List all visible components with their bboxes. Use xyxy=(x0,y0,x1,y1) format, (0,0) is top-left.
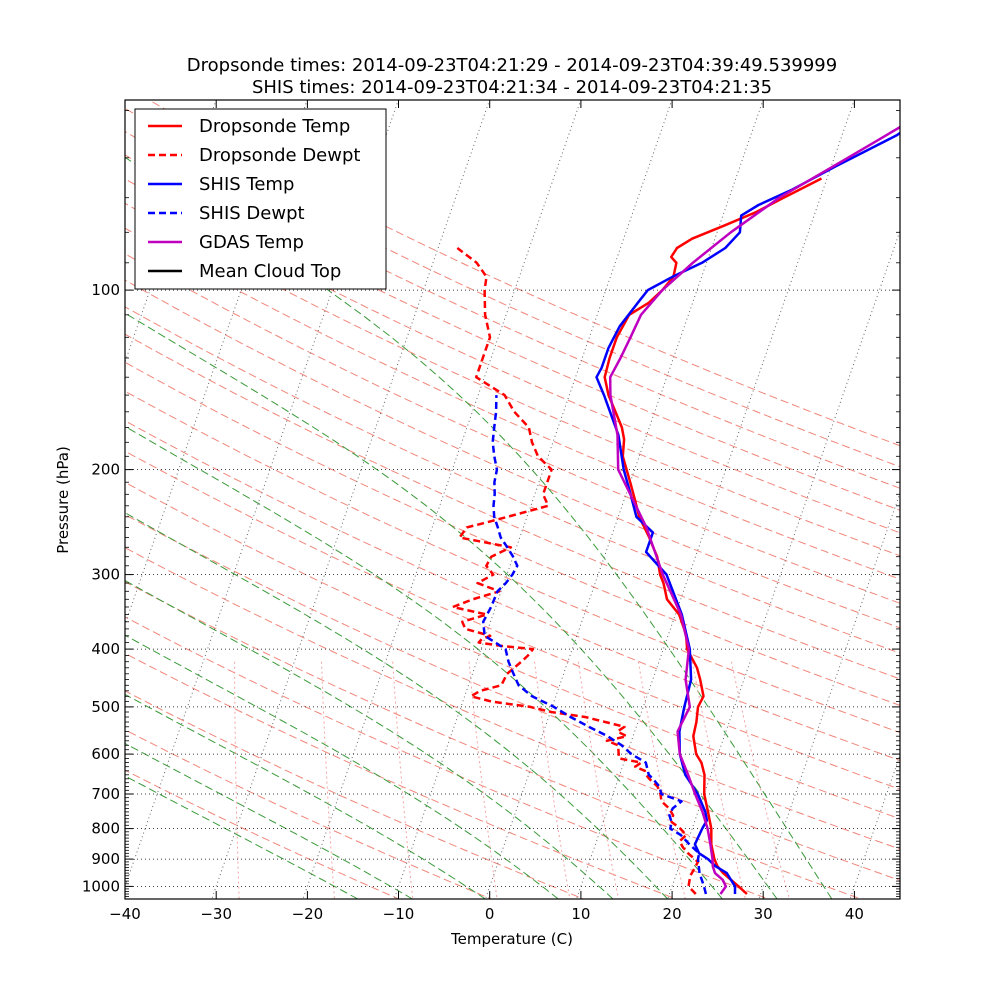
legend-label: SHIS Temp xyxy=(199,174,294,195)
x-tick-label: 0 xyxy=(485,905,495,923)
series-line-dropsonde-temp xyxy=(603,177,823,895)
x-tick-label: −10 xyxy=(383,905,415,923)
y-tick-label: 800 xyxy=(91,820,120,838)
plot-frame xyxy=(124,99,901,900)
y-tick-label: 400 xyxy=(91,640,120,658)
x-tick-label: 10 xyxy=(571,905,590,923)
isotherm-line xyxy=(667,229,900,899)
legend-label: GDAS Temp xyxy=(199,232,304,253)
mixing-ratio-line xyxy=(468,661,498,899)
x-tick-label: 20 xyxy=(663,905,682,923)
isotherm-line xyxy=(849,753,900,899)
mixing-ratio-line xyxy=(534,661,571,899)
moist-adiabat-line xyxy=(125,742,413,899)
x-tick-label: 40 xyxy=(845,905,864,923)
moist-adiabat-line xyxy=(125,312,778,899)
dry-adiabat-line xyxy=(125,390,900,734)
isotherm-line xyxy=(393,100,673,899)
moist-adiabat-line xyxy=(125,634,559,899)
x-axis-label: Temperature (C) xyxy=(450,930,573,948)
isotherm-line xyxy=(0,53,50,902)
moist-adiabat-line xyxy=(125,579,614,899)
chart-title-line-1: Dropsonde times: 2014-09-23T04:21:29 - 2… xyxy=(187,55,837,76)
x-tick-label: 30 xyxy=(754,905,773,923)
dry-adiabat-line xyxy=(125,333,900,680)
moist-adiabat-line xyxy=(125,156,833,899)
axis-ticks: −40 −30 −20 −10 0 10 20 30 40 100 200 300 400 500 600 7… xyxy=(82,100,900,923)
moist-adiabat-line xyxy=(125,693,486,899)
dry-adiabat-line xyxy=(125,729,493,899)
dry-adiabat-line xyxy=(125,279,900,629)
dry-adiabat-line xyxy=(125,154,900,511)
series-line-gdas-temp xyxy=(608,125,900,895)
y-tick-label: 900 xyxy=(91,850,120,868)
y-tick-label: 100 xyxy=(91,281,120,299)
dry-adiabat-line xyxy=(125,581,863,899)
dry-adiabat-line xyxy=(125,420,900,762)
mixing-ratio-line xyxy=(234,661,240,899)
y-tick-label: 1000 xyxy=(82,877,120,895)
y-tick-label: 600 xyxy=(91,745,120,763)
mixing-ratio-line xyxy=(321,661,335,899)
chart-title-line-2: SHIS times: 2014-09-23T04:21:34 - 2014-0… xyxy=(252,77,772,98)
isotherm-line xyxy=(302,100,582,899)
legend-label: SHIS Dewpt xyxy=(199,203,305,224)
series-line-dropsonde-dewpt xyxy=(451,247,700,895)
mixing-ratio-line xyxy=(637,661,686,899)
legend-box xyxy=(134,108,387,290)
isotherm-line xyxy=(484,100,764,899)
dry-adiabat-line xyxy=(125,690,585,899)
y-tick-label: 300 xyxy=(91,566,120,584)
data-series xyxy=(451,125,900,895)
moist-adiabat-line xyxy=(125,512,669,899)
y-axis-label: Pressure (hPa) xyxy=(54,446,72,554)
series-line-shis-dewpt xyxy=(481,395,708,895)
isotherm-line xyxy=(940,53,1000,902)
y-tick-label: 700 xyxy=(91,785,120,803)
mixing-ratio-line xyxy=(577,661,620,899)
series-line-shis-temp xyxy=(595,131,900,894)
isotherm-line xyxy=(758,491,900,899)
x-tick-label: −20 xyxy=(292,905,324,923)
dry-adiabat-line xyxy=(125,202,900,557)
dry-adiabat-line xyxy=(125,450,900,790)
x-tick-label: −40 xyxy=(109,905,141,923)
legend-label: Dropsonde Temp xyxy=(199,116,350,137)
legend-label: Dropsonde Dewpt xyxy=(199,145,360,166)
legend-label: Mean Cloud Top xyxy=(199,261,341,282)
legend: Dropsonde Temp Dropsonde Dewpt SHIS Temp SH… xyxy=(134,108,387,290)
isotherm-line xyxy=(211,100,491,899)
mixing-ratio-line xyxy=(730,661,790,899)
x-tick-label: −30 xyxy=(200,905,232,923)
dry-adiabat-line xyxy=(125,227,900,580)
y-tick-label: 200 xyxy=(91,461,120,479)
isotherm-line xyxy=(575,100,855,899)
moist-adiabat-line xyxy=(125,425,723,899)
mixing-ratio-line xyxy=(691,661,746,899)
y-tick-label: 500 xyxy=(91,698,120,716)
mixing-ratio-line xyxy=(392,661,414,899)
